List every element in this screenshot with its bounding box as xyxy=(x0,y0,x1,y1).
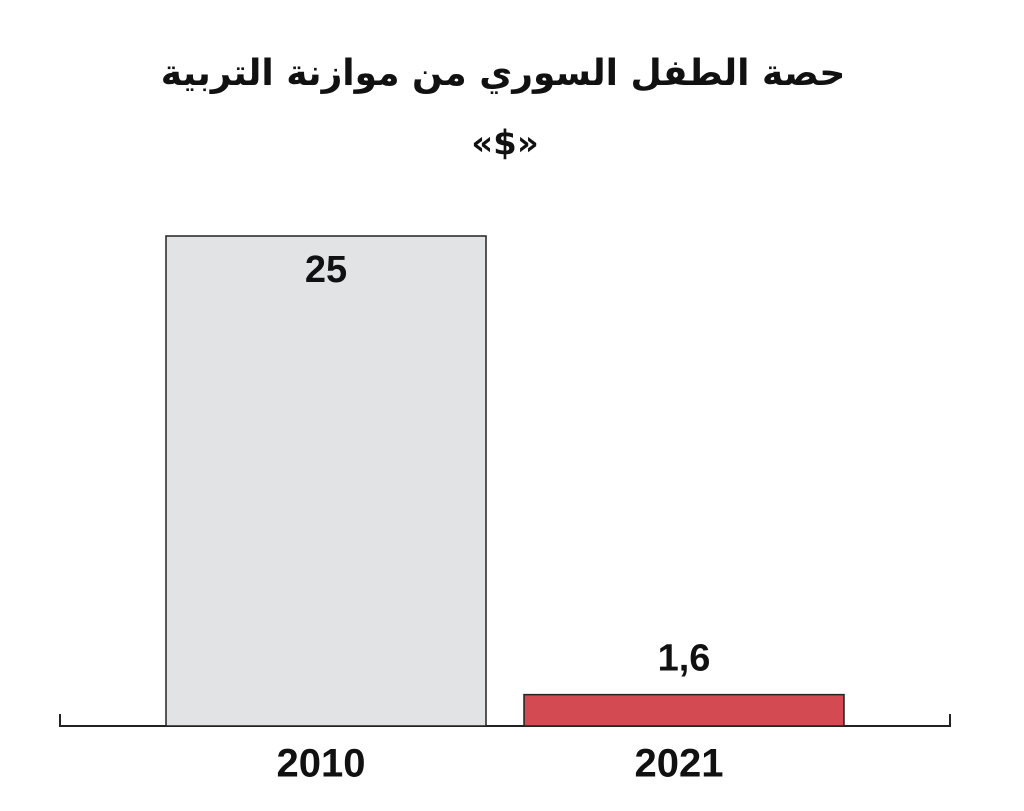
value-label: 1,6 xyxy=(658,638,711,680)
value-label: 25 xyxy=(305,249,347,291)
chart-title: حصة الطفل السوري من موازنة التربية xyxy=(161,53,846,94)
bar xyxy=(165,235,487,727)
bar xyxy=(523,693,845,727)
x-tick-label: 2010 xyxy=(277,742,366,786)
chart-subtitle: «$» xyxy=(471,124,539,164)
x-tick-label: 2021 xyxy=(635,742,724,786)
